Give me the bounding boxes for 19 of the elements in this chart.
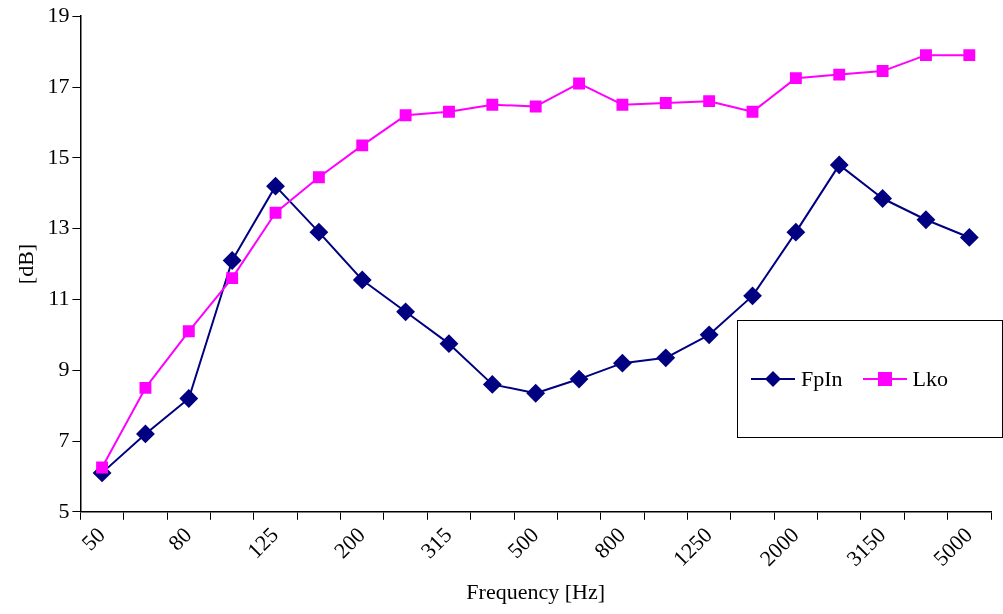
y-tick-label: 9 [58,356,70,381]
x-tick-label: 50 [76,522,110,556]
legend-label: FpIn [801,366,843,392]
legend-label: Lko [912,366,949,392]
x-tick-label: 125 [242,522,284,564]
x-tick-label: 80 [163,522,197,556]
y-tick-label: 15 [47,143,70,169]
y-tick-label: 11 [48,285,70,311]
x-axis-title: Frequency [Hz] [466,578,606,604]
y-axis-title: [dB] [12,243,38,285]
y-tick-label: 13 [47,214,70,240]
y-tick-label: 5 [58,497,70,523]
x-tick-label: 200 [328,522,370,564]
y-tick-label: 19 [47,1,70,27]
x-tick-label: 500 [502,522,544,564]
x-tick-label: 800 [589,522,631,564]
x-tick-label: 315 [415,522,457,564]
y-tick-label: 17 [47,72,70,98]
y-tick-label: 7 [58,426,70,452]
